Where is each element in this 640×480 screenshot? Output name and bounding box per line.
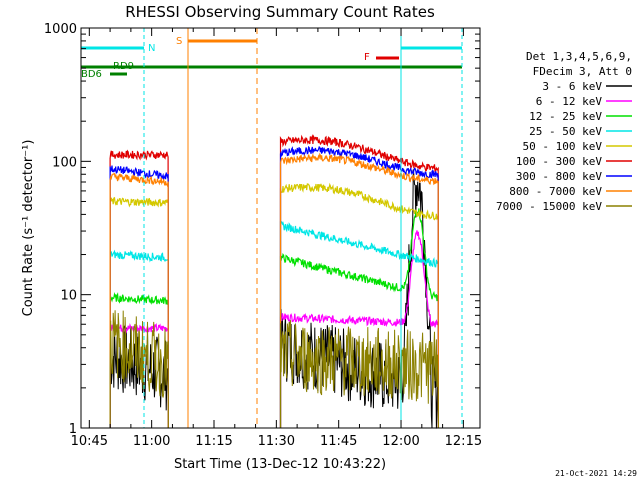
series-trace-segment bbox=[280, 169, 439, 429]
series-25-50-keV bbox=[109, 221, 439, 429]
legend-entry-label: 25 - 50 keV bbox=[529, 125, 602, 138]
legend-header-line-2: FDecim 3, Att 0 bbox=[533, 65, 632, 78]
y-axis-label: Count Rate (s⁻¹ detector⁻¹) bbox=[21, 140, 36, 317]
y-tick-label: 1000 bbox=[44, 22, 77, 37]
footer-date: 21-Oct-2021 14:29 bbox=[555, 469, 637, 478]
series-trace-segment bbox=[109, 196, 169, 429]
x-tick-label: 12:15 bbox=[445, 434, 482, 449]
flag-label-bd6: BD6 bbox=[81, 69, 102, 80]
flag-label-f: F bbox=[364, 52, 370, 63]
legend-entry-label: 6 - 12 keV bbox=[536, 95, 603, 108]
series-trace-segment bbox=[279, 182, 439, 429]
flag-label-n: N bbox=[148, 43, 155, 54]
series-trace-segment bbox=[279, 145, 439, 429]
y-tick-label: 1 bbox=[69, 422, 77, 437]
legend: Det 1,3,4,5,6,9, FDecim 3, Att 0 3 - 6 k… bbox=[496, 50, 632, 213]
series-trace-segment bbox=[109, 249, 169, 429]
flag-label-rd9: RD9 bbox=[113, 61, 134, 72]
series-trace-segment bbox=[279, 221, 439, 429]
x-tick-label: 11:15 bbox=[195, 434, 232, 449]
series-trace-segment bbox=[279, 208, 439, 429]
series-800-7000-keV bbox=[109, 152, 439, 429]
legend-entry-label: 12 - 25 keV bbox=[529, 110, 602, 123]
x-tick-label: 11:30 bbox=[258, 434, 295, 449]
legend-entry-label: 800 - 7000 keV bbox=[509, 185, 602, 198]
series-trace-segment bbox=[279, 152, 439, 429]
flag-label-s: S bbox=[176, 36, 182, 47]
series-100-300-keV bbox=[109, 133, 439, 429]
x-tick-label: 11:45 bbox=[320, 434, 357, 449]
legend-entry-label: 300 - 800 keV bbox=[516, 170, 602, 183]
legend-entry-label: 100 - 300 keV bbox=[516, 155, 602, 168]
x-axis-label: Start Time (13-Dec-12 10:43:22) bbox=[174, 457, 386, 472]
series-trace-segment bbox=[109, 291, 169, 429]
series-7000-15000-keV bbox=[109, 310, 439, 429]
x-tick-label: 12:00 bbox=[382, 434, 419, 449]
series-trace-segment bbox=[109, 165, 169, 429]
series-300-800-keV bbox=[109, 145, 439, 429]
x-tick-label: 11:00 bbox=[133, 434, 170, 449]
series-12-25-keV bbox=[109, 208, 439, 429]
series-trace-segment bbox=[279, 230, 439, 429]
legend-header-line-1: Det 1,3,4,5,6,9, bbox=[526, 50, 632, 63]
series-trace-segment bbox=[279, 133, 439, 429]
series-trace-segment bbox=[109, 310, 169, 429]
y-tick-label: 100 bbox=[52, 155, 77, 170]
x-tick-label: 10:45 bbox=[71, 434, 108, 449]
series-trace-segment bbox=[109, 149, 169, 429]
axis-ticks: 10:45 11:00 11:15 11:30 11:45 12:00 12:15 1 10 10… bbox=[44, 22, 482, 449]
series-50-100-keV bbox=[109, 182, 439, 429]
y-tick-label: 10 bbox=[60, 289, 77, 304]
legend-entry-label: 7000 - 15000 keV bbox=[496, 200, 602, 213]
plot-frame bbox=[80, 27, 481, 429]
series-trace-segment bbox=[109, 172, 169, 429]
legend-entry-label: 3 - 6 keV bbox=[542, 80, 602, 93]
series-trace-segment bbox=[280, 320, 439, 429]
chart-title: RHESSI Observing Summary Count Rates bbox=[125, 3, 435, 21]
series-layer bbox=[109, 133, 439, 429]
legend-entry-label: 50 - 100 keV bbox=[523, 140, 603, 153]
